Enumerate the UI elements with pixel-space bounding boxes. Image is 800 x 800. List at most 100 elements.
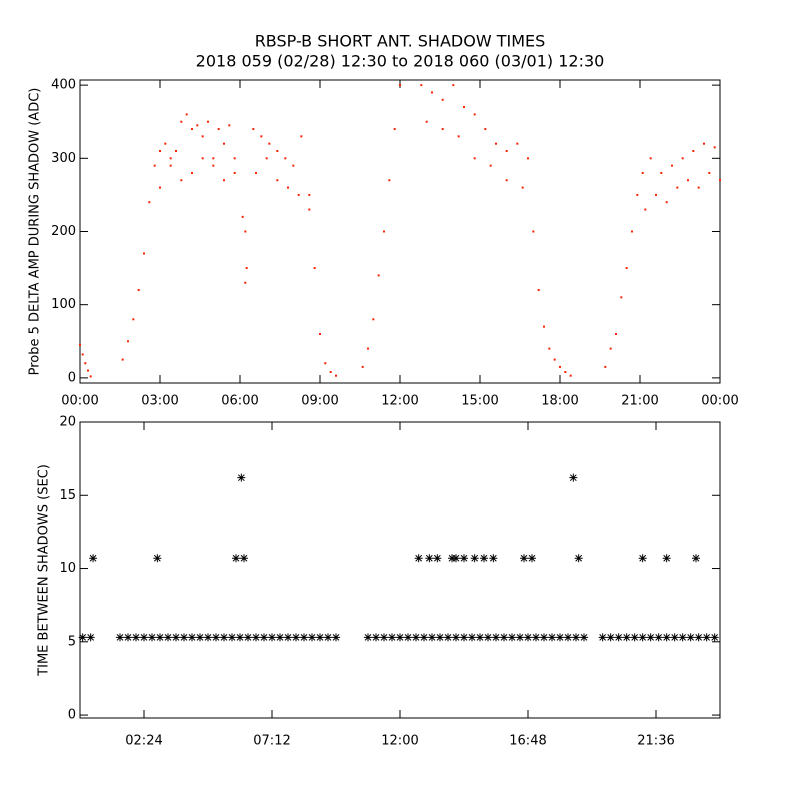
point — [420, 84, 423, 87]
point — [127, 340, 129, 343]
point — [300, 135, 303, 138]
asterisk-point — [148, 633, 156, 642]
point — [223, 179, 225, 182]
point — [537, 289, 540, 292]
point — [185, 113, 188, 116]
point — [212, 164, 215, 167]
point — [143, 252, 145, 255]
asterisk-point — [662, 633, 671, 642]
point — [692, 149, 695, 152]
asterisk-point — [380, 633, 388, 642]
x-tick-label: 16:48 — [509, 734, 546, 749]
point — [660, 171, 663, 174]
point — [697, 186, 700, 189]
asterisk-point — [468, 633, 476, 642]
asterisk-point — [433, 554, 442, 563]
asterisk-point — [622, 633, 631, 642]
point — [473, 157, 476, 160]
asterisk-point — [388, 633, 396, 642]
point — [329, 371, 332, 374]
asterisk-point — [228, 633, 236, 642]
y-tick-label: 400 — [51, 78, 76, 93]
asterisk-point — [556, 633, 564, 642]
asterisk-point — [598, 633, 607, 642]
asterisk-point — [670, 633, 679, 642]
point — [228, 124, 231, 127]
asterisk-point — [268, 633, 276, 642]
asterisk-point — [569, 473, 578, 482]
asterisk-point — [220, 633, 228, 642]
point — [473, 113, 476, 116]
point — [255, 171, 257, 174]
point — [399, 84, 401, 87]
asterisk-point — [564, 633, 572, 642]
point — [527, 157, 529, 160]
asterisk-point — [172, 633, 180, 642]
point — [244, 230, 247, 233]
asterisk-point — [646, 633, 655, 642]
asterisk-point — [548, 633, 556, 642]
point — [367, 347, 369, 350]
asterisk-point — [452, 633, 460, 642]
point — [681, 157, 684, 160]
y-tick-label: 5 — [68, 634, 76, 649]
asterisk-point — [606, 633, 615, 642]
asterisk-point — [180, 633, 188, 642]
point — [265, 157, 268, 160]
asterisk-point — [710, 633, 719, 642]
asterisk-point — [492, 633, 500, 642]
x-tick-label: 12:00 — [381, 394, 418, 409]
x-tick-label: 06:00 — [221, 394, 258, 409]
asterisk-point — [204, 633, 212, 642]
asterisk-point — [364, 633, 372, 642]
point — [180, 179, 183, 182]
point — [84, 362, 87, 365]
point — [505, 149, 508, 152]
asterisk-point — [236, 633, 244, 642]
point — [559, 365, 561, 368]
point — [159, 149, 161, 152]
asterisk-point — [89, 554, 98, 563]
x-tick-label: 15:00 — [461, 394, 498, 409]
asterisk-point — [425, 554, 434, 563]
asterisk-point — [692, 554, 700, 563]
point — [441, 98, 444, 101]
asterisk-point — [662, 554, 671, 563]
x-tick-label: 03:00 — [141, 394, 178, 409]
point — [276, 149, 279, 152]
point — [441, 128, 444, 131]
point — [604, 365, 607, 368]
asterisk-point — [452, 554, 460, 563]
asterisk-point — [237, 473, 246, 482]
point — [196, 124, 199, 127]
y-tick-label: 100 — [51, 297, 76, 312]
x-tick-label: 07:12 — [253, 734, 290, 749]
x-tick-label: 21:00 — [621, 394, 658, 409]
point — [241, 215, 244, 218]
point — [233, 171, 236, 174]
point — [713, 146, 716, 149]
point — [625, 267, 628, 270]
point — [431, 91, 433, 94]
point — [452, 84, 455, 87]
point — [495, 142, 497, 145]
y-tick-label: 0 — [68, 370, 76, 385]
asterisk-point — [260, 633, 268, 642]
asterisk-point — [156, 633, 164, 642]
asterisk-point — [540, 633, 548, 642]
point — [324, 362, 327, 365]
point — [284, 157, 287, 160]
point — [671, 164, 673, 167]
point — [505, 179, 508, 182]
asterisk-point — [240, 554, 248, 563]
x-tick-label: 18:00 — [541, 394, 578, 409]
point — [521, 186, 524, 189]
point — [372, 318, 375, 321]
point — [121, 358, 124, 361]
asterisk-point — [332, 633, 340, 642]
asterisk-point — [580, 633, 588, 642]
asterisk-point — [678, 633, 687, 642]
point — [484, 128, 487, 131]
point — [287, 186, 289, 189]
